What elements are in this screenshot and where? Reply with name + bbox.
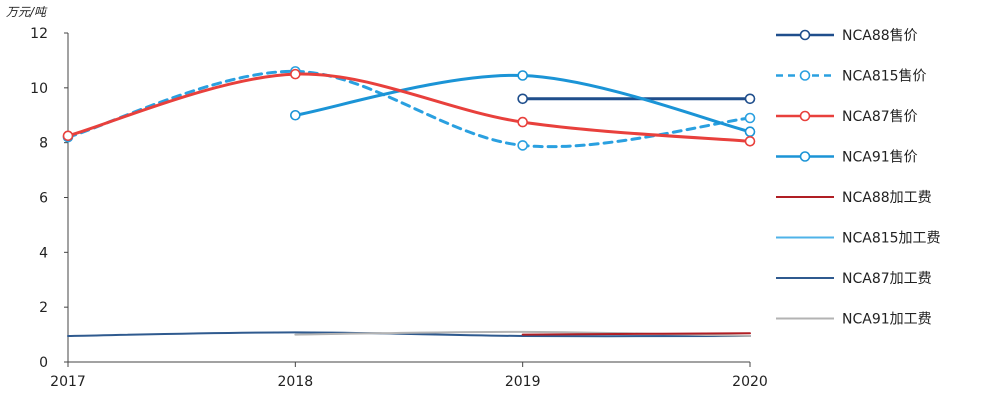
legend-item: NCA87售价 bbox=[776, 109, 918, 125]
x-tick-label: 2017 bbox=[50, 374, 86, 390]
data-point bbox=[517, 93, 528, 105]
series-layer bbox=[62, 66, 756, 338]
legend-label: NCA91售价 bbox=[842, 150, 918, 166]
legend-marker bbox=[799, 110, 811, 122]
series-line bbox=[521, 332, 751, 336]
legend-label: NCA87加工费 bbox=[842, 271, 932, 287]
data-point bbox=[517, 70, 528, 81]
y-tick-label: 8 bbox=[39, 136, 48, 152]
series-1 bbox=[517, 93, 756, 105]
legend-item: NCA87加工费 bbox=[776, 271, 932, 287]
legend-label: NCA815加工费 bbox=[842, 231, 941, 247]
y-tick-label: 4 bbox=[39, 245, 48, 261]
legend-label: NCA87售价 bbox=[842, 109, 918, 125]
legend-marker bbox=[799, 151, 811, 162]
data-point bbox=[517, 140, 528, 151]
series-line bbox=[67, 331, 751, 338]
data-point bbox=[62, 130, 74, 142]
legend-item: NCA815加工费 bbox=[776, 231, 941, 247]
legend-item: NCA91加工费 bbox=[776, 312, 932, 328]
legend: NCA88售价 NCA815售价 NCA87售价 NCA91售价 NCA88加工费 NCA… bbox=[776, 28, 941, 328]
data-point bbox=[744, 112, 756, 124]
y-tick-label: 6 bbox=[39, 191, 48, 207]
data-point bbox=[290, 109, 301, 121]
legend-item: NCA91售价 bbox=[776, 150, 918, 166]
legend-marker bbox=[799, 29, 811, 41]
y-tick-label: 2 bbox=[39, 300, 48, 316]
data-point bbox=[744, 126, 756, 137]
data-point bbox=[290, 68, 301, 80]
legend-marker bbox=[799, 70, 811, 81]
data-point bbox=[744, 135, 756, 147]
legend-label: NCA88售价 bbox=[842, 28, 918, 44]
data-point bbox=[744, 93, 756, 105]
axes: 0 2 4 6 8 10 12 2017 2018 2019 2020 bbox=[30, 26, 768, 390]
legend-item: NCA88加工费 bbox=[776, 190, 932, 206]
x-tick-label: 2018 bbox=[278, 374, 314, 390]
y-unit-label: 万元/吨 bbox=[6, 5, 48, 19]
series-2 bbox=[62, 66, 756, 151]
x-tick-label: 2020 bbox=[732, 374, 768, 390]
series-line bbox=[66, 69, 752, 149]
series-3 bbox=[62, 68, 756, 147]
data-point bbox=[517, 116, 528, 128]
x-tick-label: 2019 bbox=[505, 374, 541, 390]
series-5 bbox=[521, 332, 751, 336]
series-line bbox=[66, 72, 752, 143]
series-8 bbox=[294, 330, 751, 337]
series-line bbox=[294, 330, 751, 337]
series-7 bbox=[67, 331, 751, 338]
y-tick-label: 0 bbox=[39, 355, 48, 371]
legend-item: NCA815售价 bbox=[776, 69, 927, 85]
legend-label: NCA815售价 bbox=[842, 69, 927, 85]
legend-label: NCA91加工费 bbox=[842, 312, 932, 328]
y-tick-label: 12 bbox=[30, 26, 48, 42]
y-tick-label: 10 bbox=[30, 81, 48, 97]
legend-label: NCA88加工费 bbox=[842, 190, 932, 206]
legend-item: NCA88售价 bbox=[776, 28, 918, 44]
